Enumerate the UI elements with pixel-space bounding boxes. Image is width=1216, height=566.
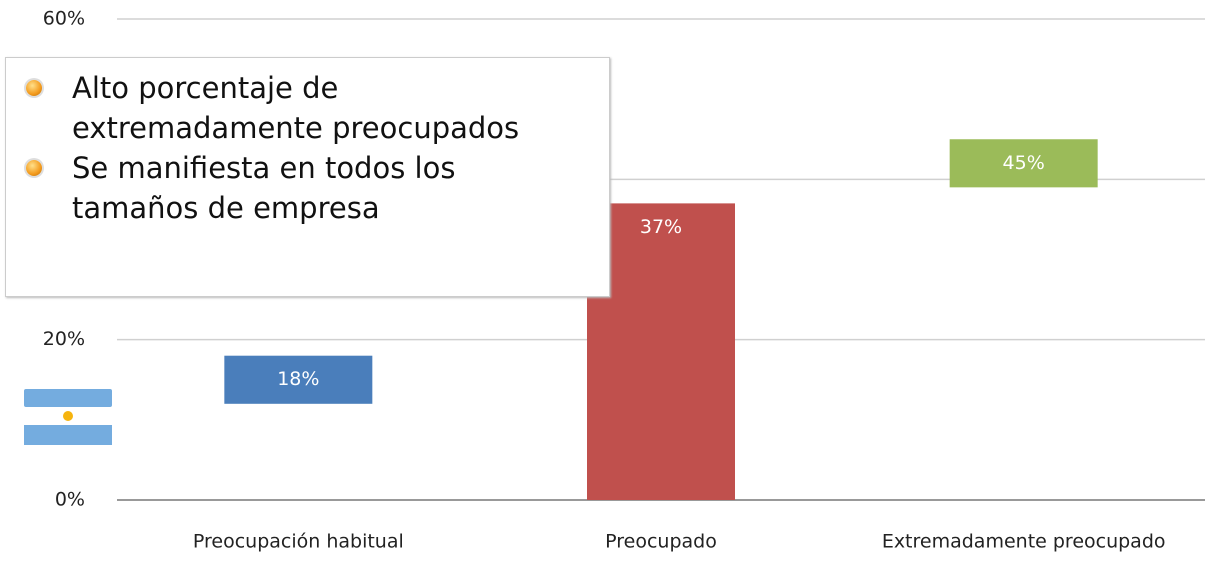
flag xyxy=(24,389,112,445)
bar xyxy=(949,139,1098,188)
bar xyxy=(587,203,735,500)
x-tick-label: Preocupación habitual xyxy=(193,531,404,553)
text-box: Alto porcentaje de extremadamente preocu… xyxy=(5,57,610,297)
value-label: 37% xyxy=(640,216,682,238)
x-tick-label: Preocupado xyxy=(605,531,717,553)
value-label: 45% xyxy=(1003,152,1045,174)
y-tick-label: 0% xyxy=(55,489,85,511)
bullet-text: Se manifiesta en todos los tamaños de em… xyxy=(72,151,456,225)
x-tick-label: Extremadamente preocupado xyxy=(882,531,1166,553)
bullet: Alto porcentaje de extremadamente preocu… xyxy=(26,68,589,148)
bullet: Se manifiesta en todos los tamaños de em… xyxy=(26,148,589,228)
bullet-text: Alto porcentaje de extremadamente preocu… xyxy=(72,71,520,145)
y-tick-label: 60% xyxy=(43,8,85,30)
bar xyxy=(224,355,373,404)
value-label: 18% xyxy=(277,368,319,390)
y-tick-label: 20% xyxy=(43,328,85,350)
